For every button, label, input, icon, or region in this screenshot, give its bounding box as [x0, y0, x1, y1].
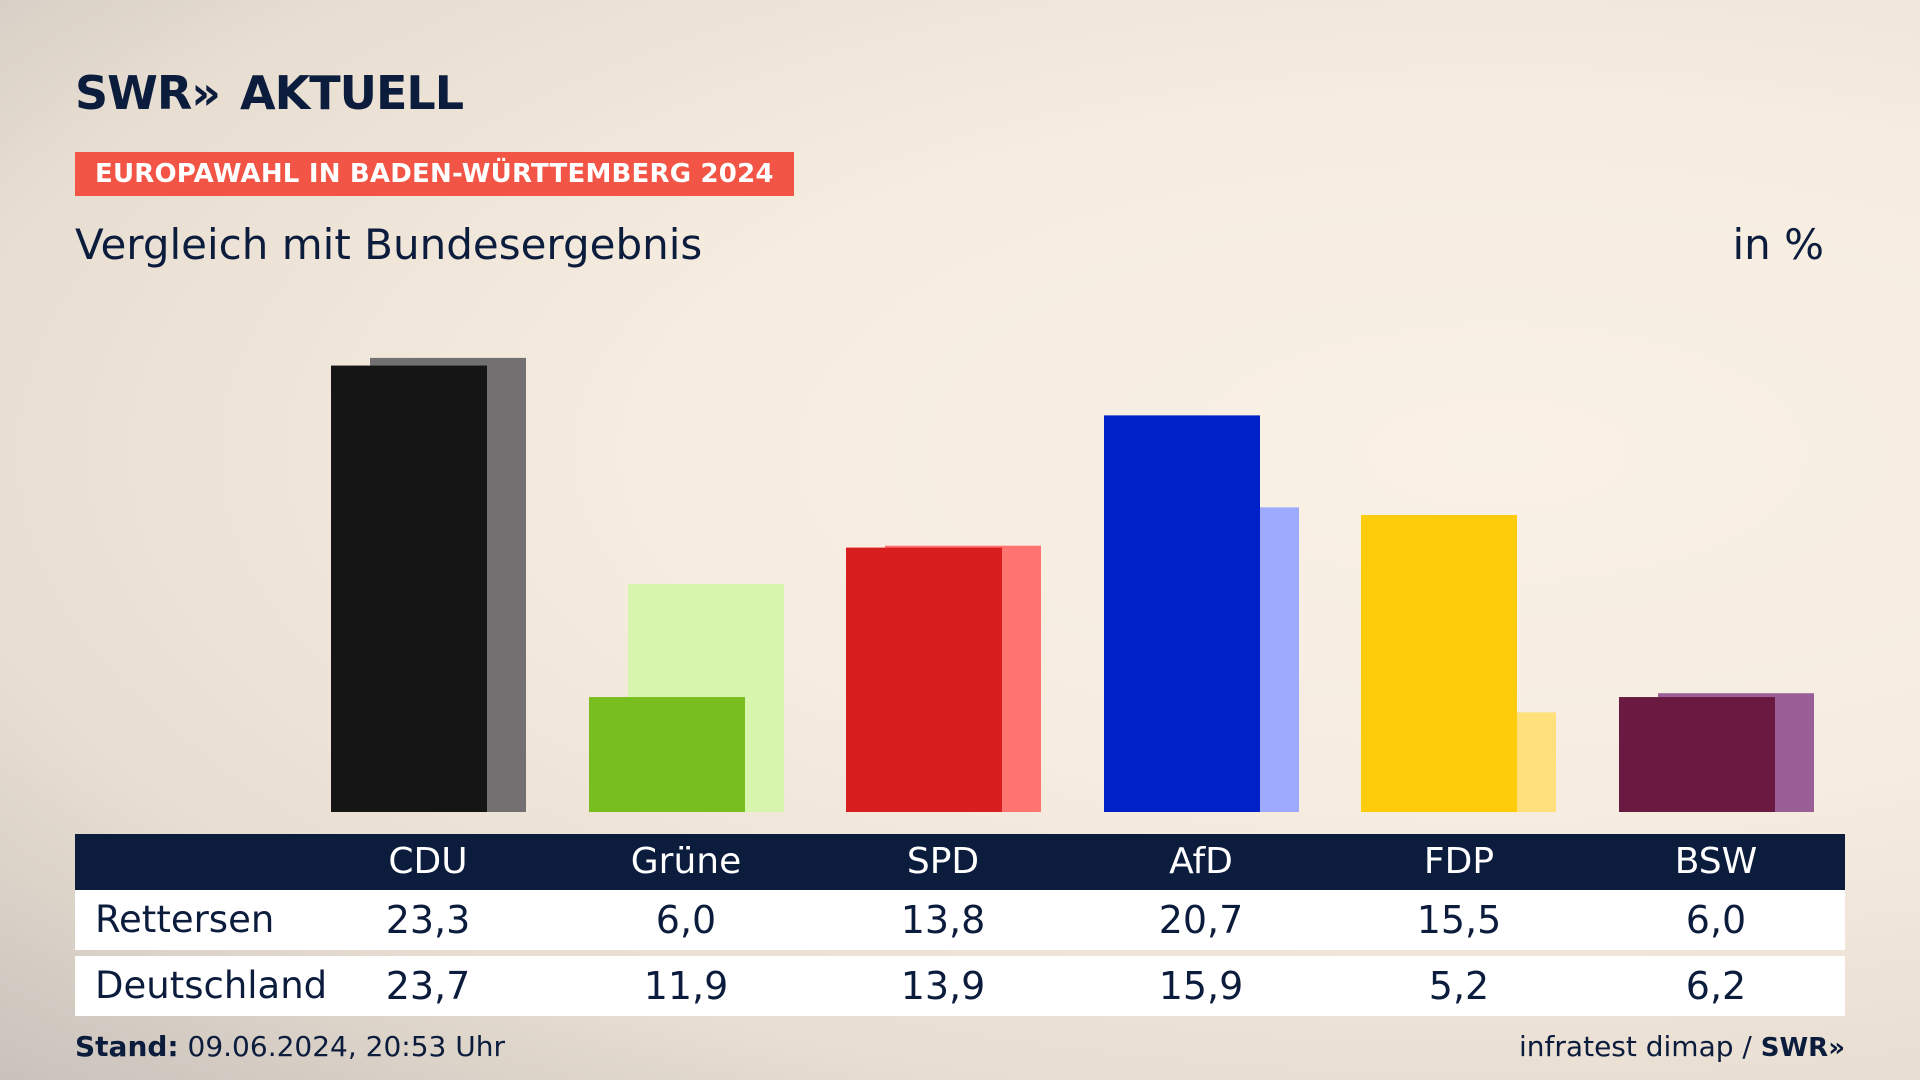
timestamp: Stand: 09.06.2024, 20:53 Uhr	[75, 1030, 505, 1063]
column-header: AfD	[1169, 841, 1233, 882]
table-cell: 5,2	[1428, 964, 1490, 1008]
table-cell: 11,9	[643, 964, 729, 1008]
row-label: Deutschland	[95, 964, 328, 1007]
bar-rettersen-spd	[846, 547, 1002, 812]
timestamp-value: 09.06.2024, 20:53 Uhr	[187, 1030, 505, 1063]
table-row: Rettersen 23,3 6,0 13,8 20,7 15,5 6,0	[75, 890, 1845, 950]
table-cell: 13,9	[900, 964, 986, 1008]
unit-label: in %	[1732, 220, 1824, 269]
table-cell: 20,7	[1158, 898, 1244, 942]
logo-swr-text: SWR	[75, 66, 192, 120]
bar-rettersen-afd	[1104, 415, 1260, 812]
table-cell: 23,3	[385, 898, 471, 942]
chart-subtitle: Vergleich mit Bundesergebnis	[75, 220, 703, 269]
swr-small-logo: SWR»	[1760, 1033, 1845, 1063]
source-credit: infratest dimap / SWR»	[1519, 1030, 1845, 1063]
bar-chart	[331, 357, 1814, 812]
bar-rettersen-grüne	[589, 697, 745, 812]
column-header: SPD	[906, 841, 980, 882]
column-header: Grüne	[630, 841, 742, 882]
column-header: BSW	[1674, 841, 1758, 882]
table-cell: 15,9	[1158, 964, 1244, 1008]
table-cell: 6,0	[1685, 898, 1747, 942]
row-label: Rettersen	[95, 898, 275, 941]
timestamp-label: Stand:	[75, 1030, 179, 1063]
table-cell: 15,5	[1416, 898, 1502, 942]
table-header-row: CDU Grüne SPD AfD FDP BSW	[75, 834, 1845, 890]
logo-aktuell-text: AKTUELL	[240, 66, 464, 120]
table-cell: 23,7	[385, 964, 471, 1008]
column-header: FDP	[1423, 841, 1495, 882]
source-text: infratest dimap /	[1519, 1030, 1752, 1063]
column-header: CDU	[388, 841, 468, 882]
election-kicker-badge: EUROPAWAHL IN BADEN-WÜRTTEMBERG 2024	[75, 152, 794, 196]
swr-aktuell-logo: SWR» AKTUELL	[75, 66, 464, 120]
table-row: Deutschland 23,7 11,9 13,9 15,9 5,2 6,2	[75, 956, 1845, 1016]
bar-rettersen-bsw	[1619, 697, 1775, 812]
table-cell: 6,2	[1685, 964, 1747, 1008]
table-cell: 6,0	[655, 898, 717, 942]
results-table: CDU Grüne SPD AfD FDP BSW Rettersen 23,3 6,0 13…	[75, 834, 1845, 1016]
bar-rettersen-fdp	[1361, 515, 1517, 812]
table-cell: 13,8	[900, 898, 986, 942]
bar-rettersen-cdu	[331, 365, 487, 812]
